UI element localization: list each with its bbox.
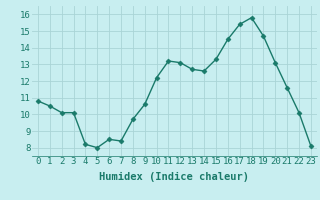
X-axis label: Humidex (Indice chaleur): Humidex (Indice chaleur) bbox=[100, 172, 249, 182]
